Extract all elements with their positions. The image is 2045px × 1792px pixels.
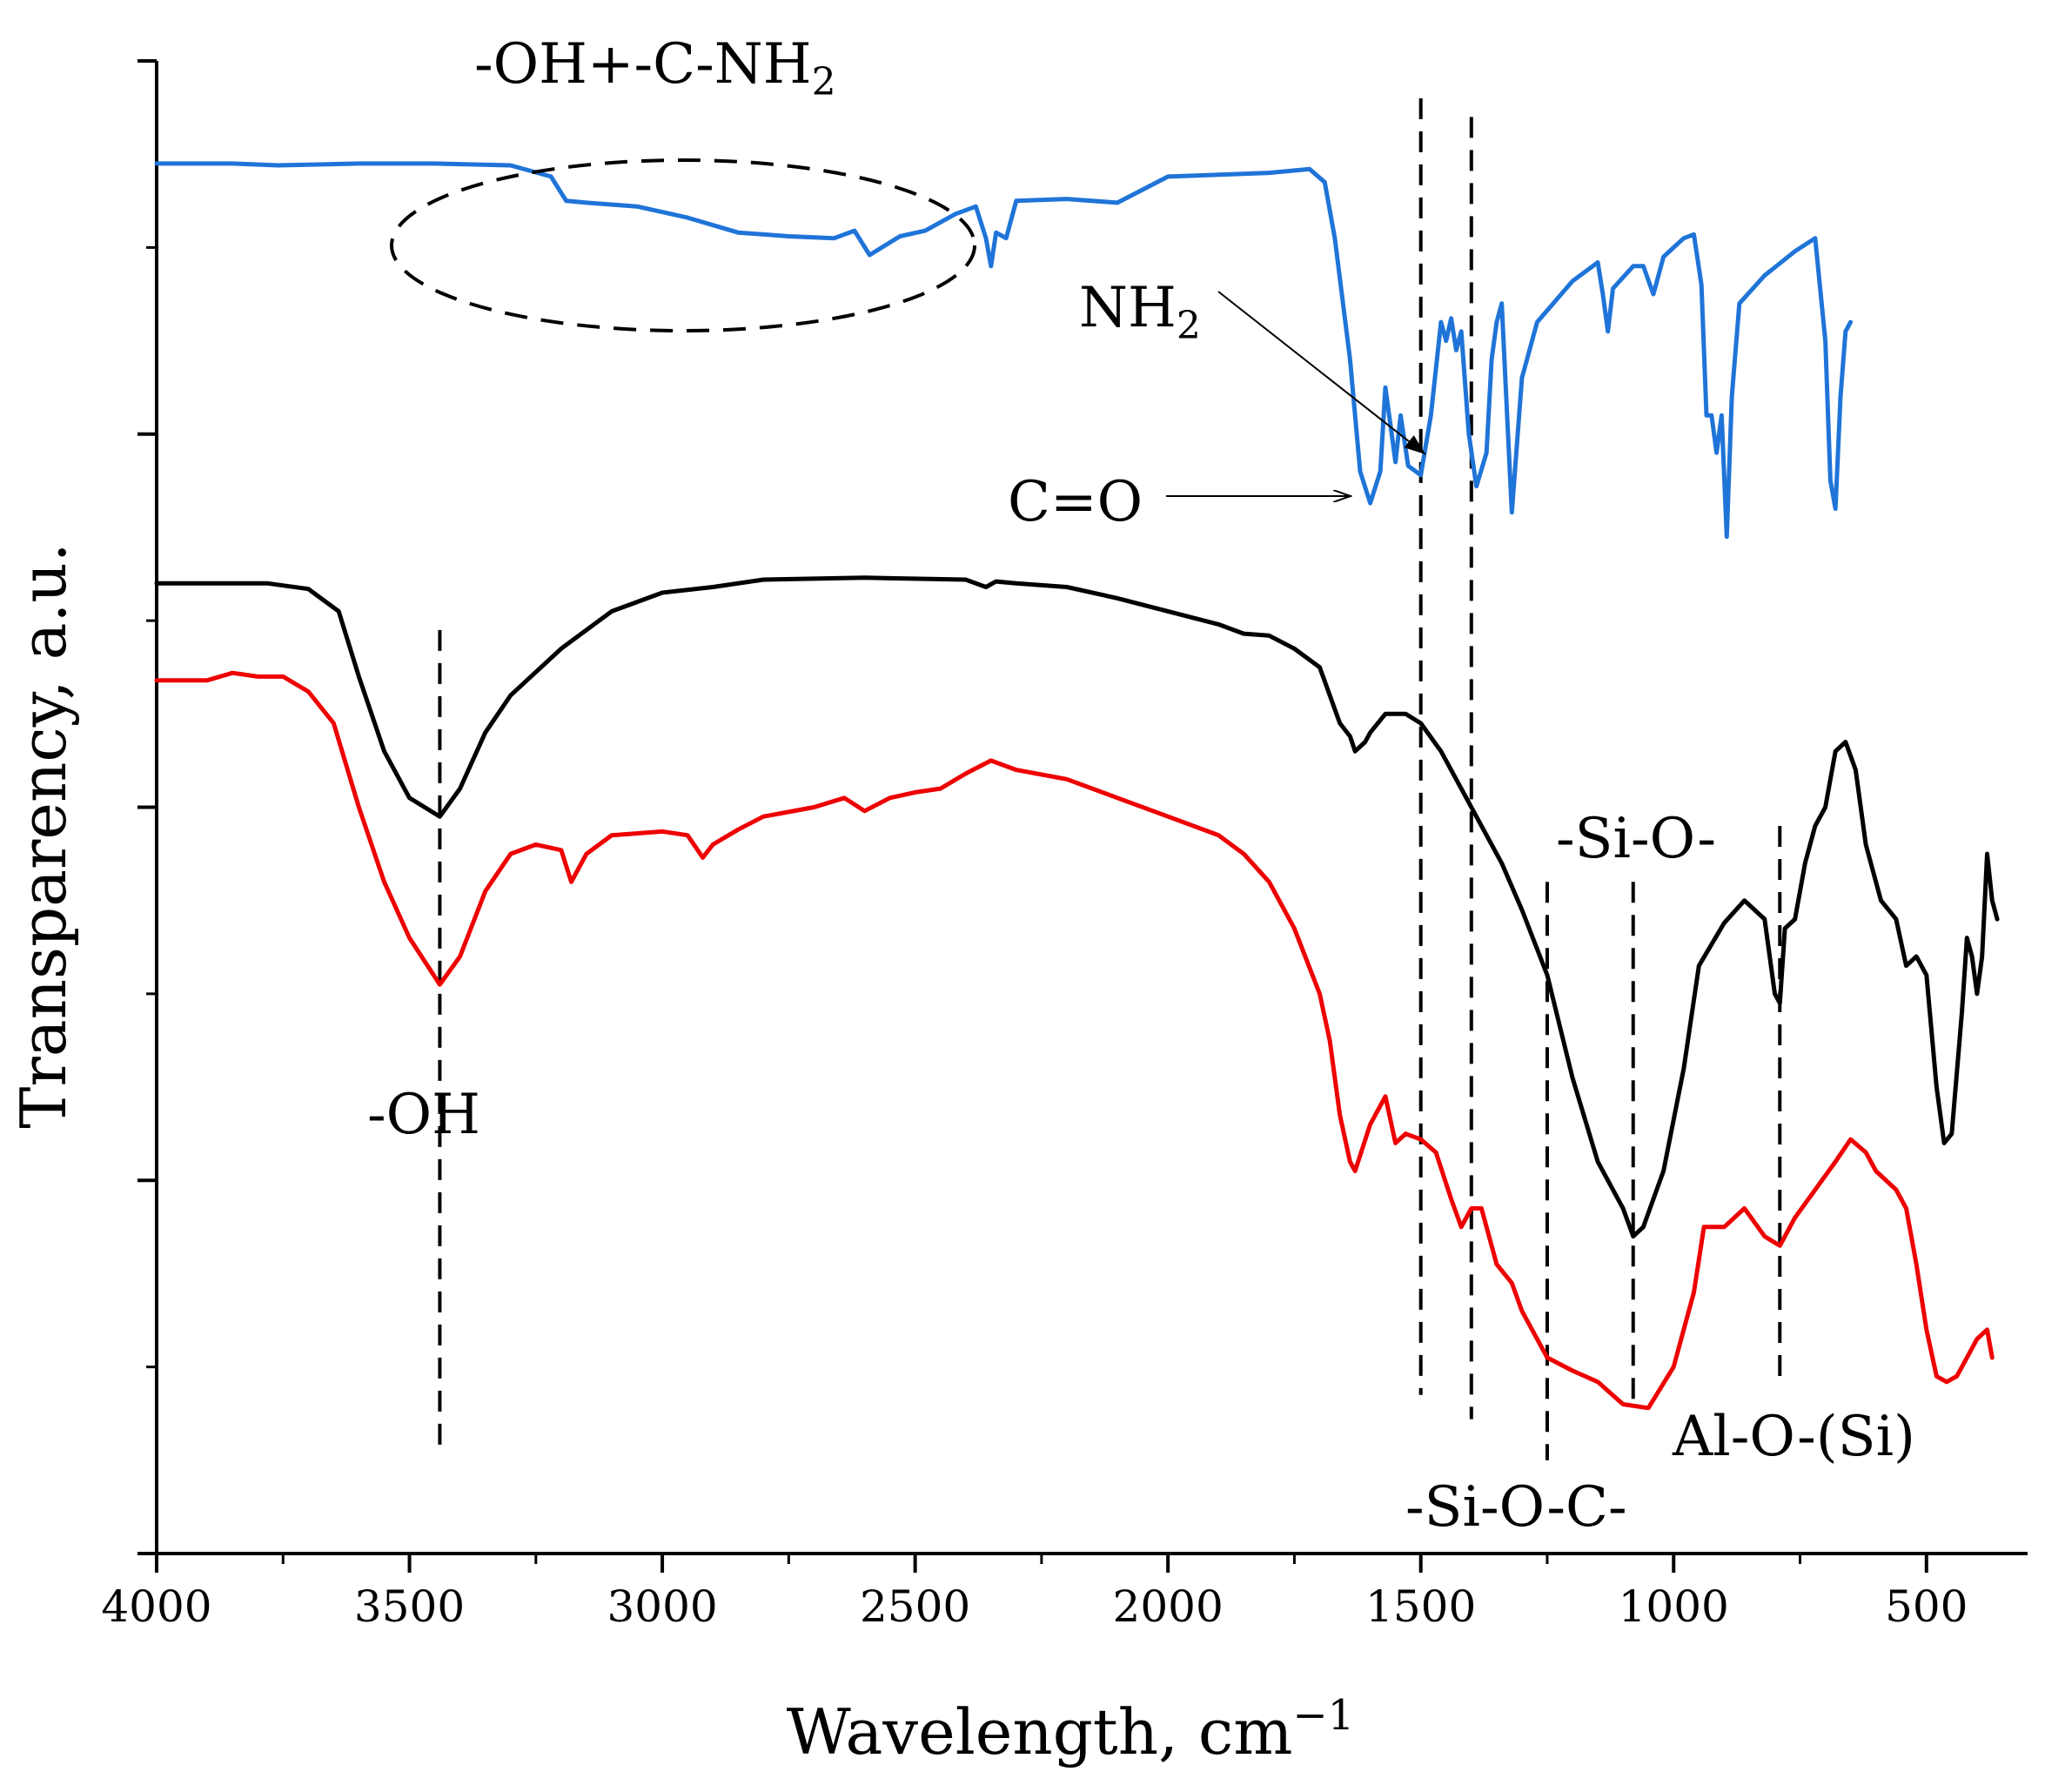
x-tick-label-2000: 2000 <box>1113 1581 1224 1632</box>
annotation-nh2: NH2 <box>1079 276 1201 348</box>
x-axis-title: Wavelength, cm−1 <box>787 1691 1355 1769</box>
series-red-spectrum <box>154 670 1995 1411</box>
oh-nh2-region-ellipse <box>390 158 976 332</box>
x-tick-label-2500: 2500 <box>860 1581 970 1632</box>
x-tick-label-3500: 3500 <box>354 1581 465 1632</box>
x-tick-label-3000: 3000 <box>607 1581 717 1632</box>
annotation-oh: -OH <box>367 1083 480 1147</box>
reference-lines <box>438 97 1782 1460</box>
annotation-oh-nh2: -OH+-C-NH2 <box>474 32 836 104</box>
annotation-si-o: -Si-O- <box>1556 807 1716 871</box>
x-tick-label-4000: 4000 <box>101 1581 211 1632</box>
nh2-arrow <box>1217 291 1426 455</box>
x-tick-label-500: 500 <box>1885 1581 1968 1632</box>
x-tick-label-1500: 1500 <box>1365 1581 1476 1632</box>
y-axis-title: Transparency, a.u. <box>7 542 80 1128</box>
series-layer <box>154 161 2000 1411</box>
annotation-al-o-si: Al-O-(Si) <box>1672 1405 1915 1469</box>
series-black-spectrum <box>154 575 2000 1239</box>
annotation-co: C=O <box>1008 470 1143 534</box>
axes: 4000 3500 3000 2500 2000 1500 1000 500 <box>101 59 2028 1632</box>
series-blue-spectrum <box>154 161 1854 540</box>
x-tick-label-1000: 1000 <box>1619 1581 1729 1632</box>
annotation-si-o-c: -Si-O-C- <box>1405 1475 1627 1540</box>
